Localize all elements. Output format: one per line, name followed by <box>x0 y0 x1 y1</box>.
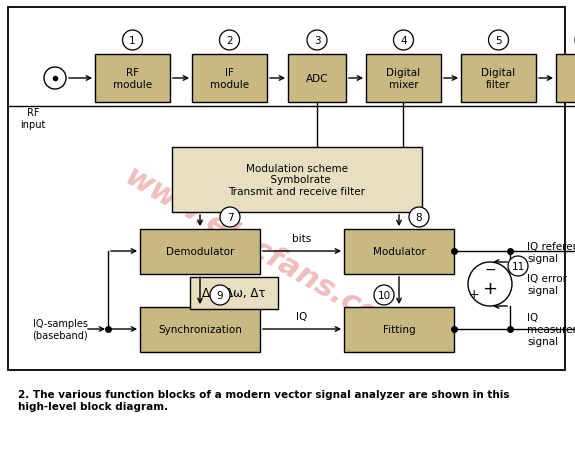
Text: RF
input: RF input <box>20 108 45 129</box>
Bar <box>366 55 441 103</box>
Bar <box>140 307 260 352</box>
Bar <box>140 229 260 274</box>
Circle shape <box>393 31 413 51</box>
Bar <box>95 55 170 103</box>
Text: RF
module: RF module <box>113 68 152 90</box>
Text: 9: 9 <box>217 290 223 300</box>
Text: Fitting: Fitting <box>383 325 415 335</box>
Circle shape <box>210 285 230 305</box>
Text: Digital
mixer: Digital mixer <box>386 68 420 90</box>
Text: Digital
filter: Digital filter <box>481 68 516 90</box>
Text: 4: 4 <box>400 36 407 46</box>
Circle shape <box>374 285 394 305</box>
Text: 11: 11 <box>511 262 524 271</box>
Circle shape <box>220 31 240 51</box>
Bar <box>190 278 278 309</box>
Text: Synchronization: Synchronization <box>158 325 242 335</box>
Bar <box>172 148 422 212</box>
Text: IF
module: IF module <box>210 68 249 90</box>
Text: IQ-samples
(baseband): IQ-samples (baseband) <box>32 318 88 340</box>
Circle shape <box>489 31 508 51</box>
Text: Modulator: Modulator <box>373 247 426 257</box>
Circle shape <box>307 31 327 51</box>
Text: RAM: RAM <box>574 74 575 84</box>
Text: ADC: ADC <box>306 74 328 84</box>
Text: 3: 3 <box>314 36 320 46</box>
Text: 1: 1 <box>129 36 136 46</box>
Text: IQ: IQ <box>296 311 308 321</box>
Text: IQ referen ce
signal: IQ referen ce signal <box>527 242 575 263</box>
Text: 10: 10 <box>377 290 390 300</box>
Text: IQ
measurement
signal: IQ measurement signal <box>527 313 575 346</box>
Text: −: − <box>484 263 496 276</box>
Bar <box>344 307 454 352</box>
Circle shape <box>508 257 528 276</box>
Bar <box>461 55 536 103</box>
Bar <box>192 55 267 103</box>
Bar <box>344 229 454 274</box>
Circle shape <box>44 68 66 90</box>
Circle shape <box>409 207 429 228</box>
Circle shape <box>220 207 240 228</box>
Text: www.elecfans.com: www.elecfans.com <box>119 162 411 347</box>
Text: 2: 2 <box>226 36 233 46</box>
Bar <box>556 55 575 103</box>
Text: 7: 7 <box>227 212 233 222</box>
Text: +: + <box>469 288 480 301</box>
Text: IQ error
signal: IQ error signal <box>527 273 567 295</box>
Text: 5: 5 <box>495 36 502 46</box>
Text: Δφ, Δω, Δτ: Δφ, Δω, Δτ <box>202 287 266 300</box>
Text: Demodulator: Demodulator <box>166 247 234 257</box>
Text: 2. The various function blocks of a modern vector signal analyzer are shown in t: 2. The various function blocks of a mode… <box>18 389 509 411</box>
Bar <box>8 8 565 370</box>
Text: bits: bits <box>292 233 312 243</box>
Text: +: + <box>482 279 497 298</box>
Circle shape <box>468 263 512 306</box>
Bar <box>288 55 346 103</box>
Circle shape <box>122 31 143 51</box>
Text: Modulation scheme
  Symbolrate
Transmit and receive filter: Modulation scheme Symbolrate Transmit an… <box>228 163 366 197</box>
Text: 8: 8 <box>416 212 422 222</box>
